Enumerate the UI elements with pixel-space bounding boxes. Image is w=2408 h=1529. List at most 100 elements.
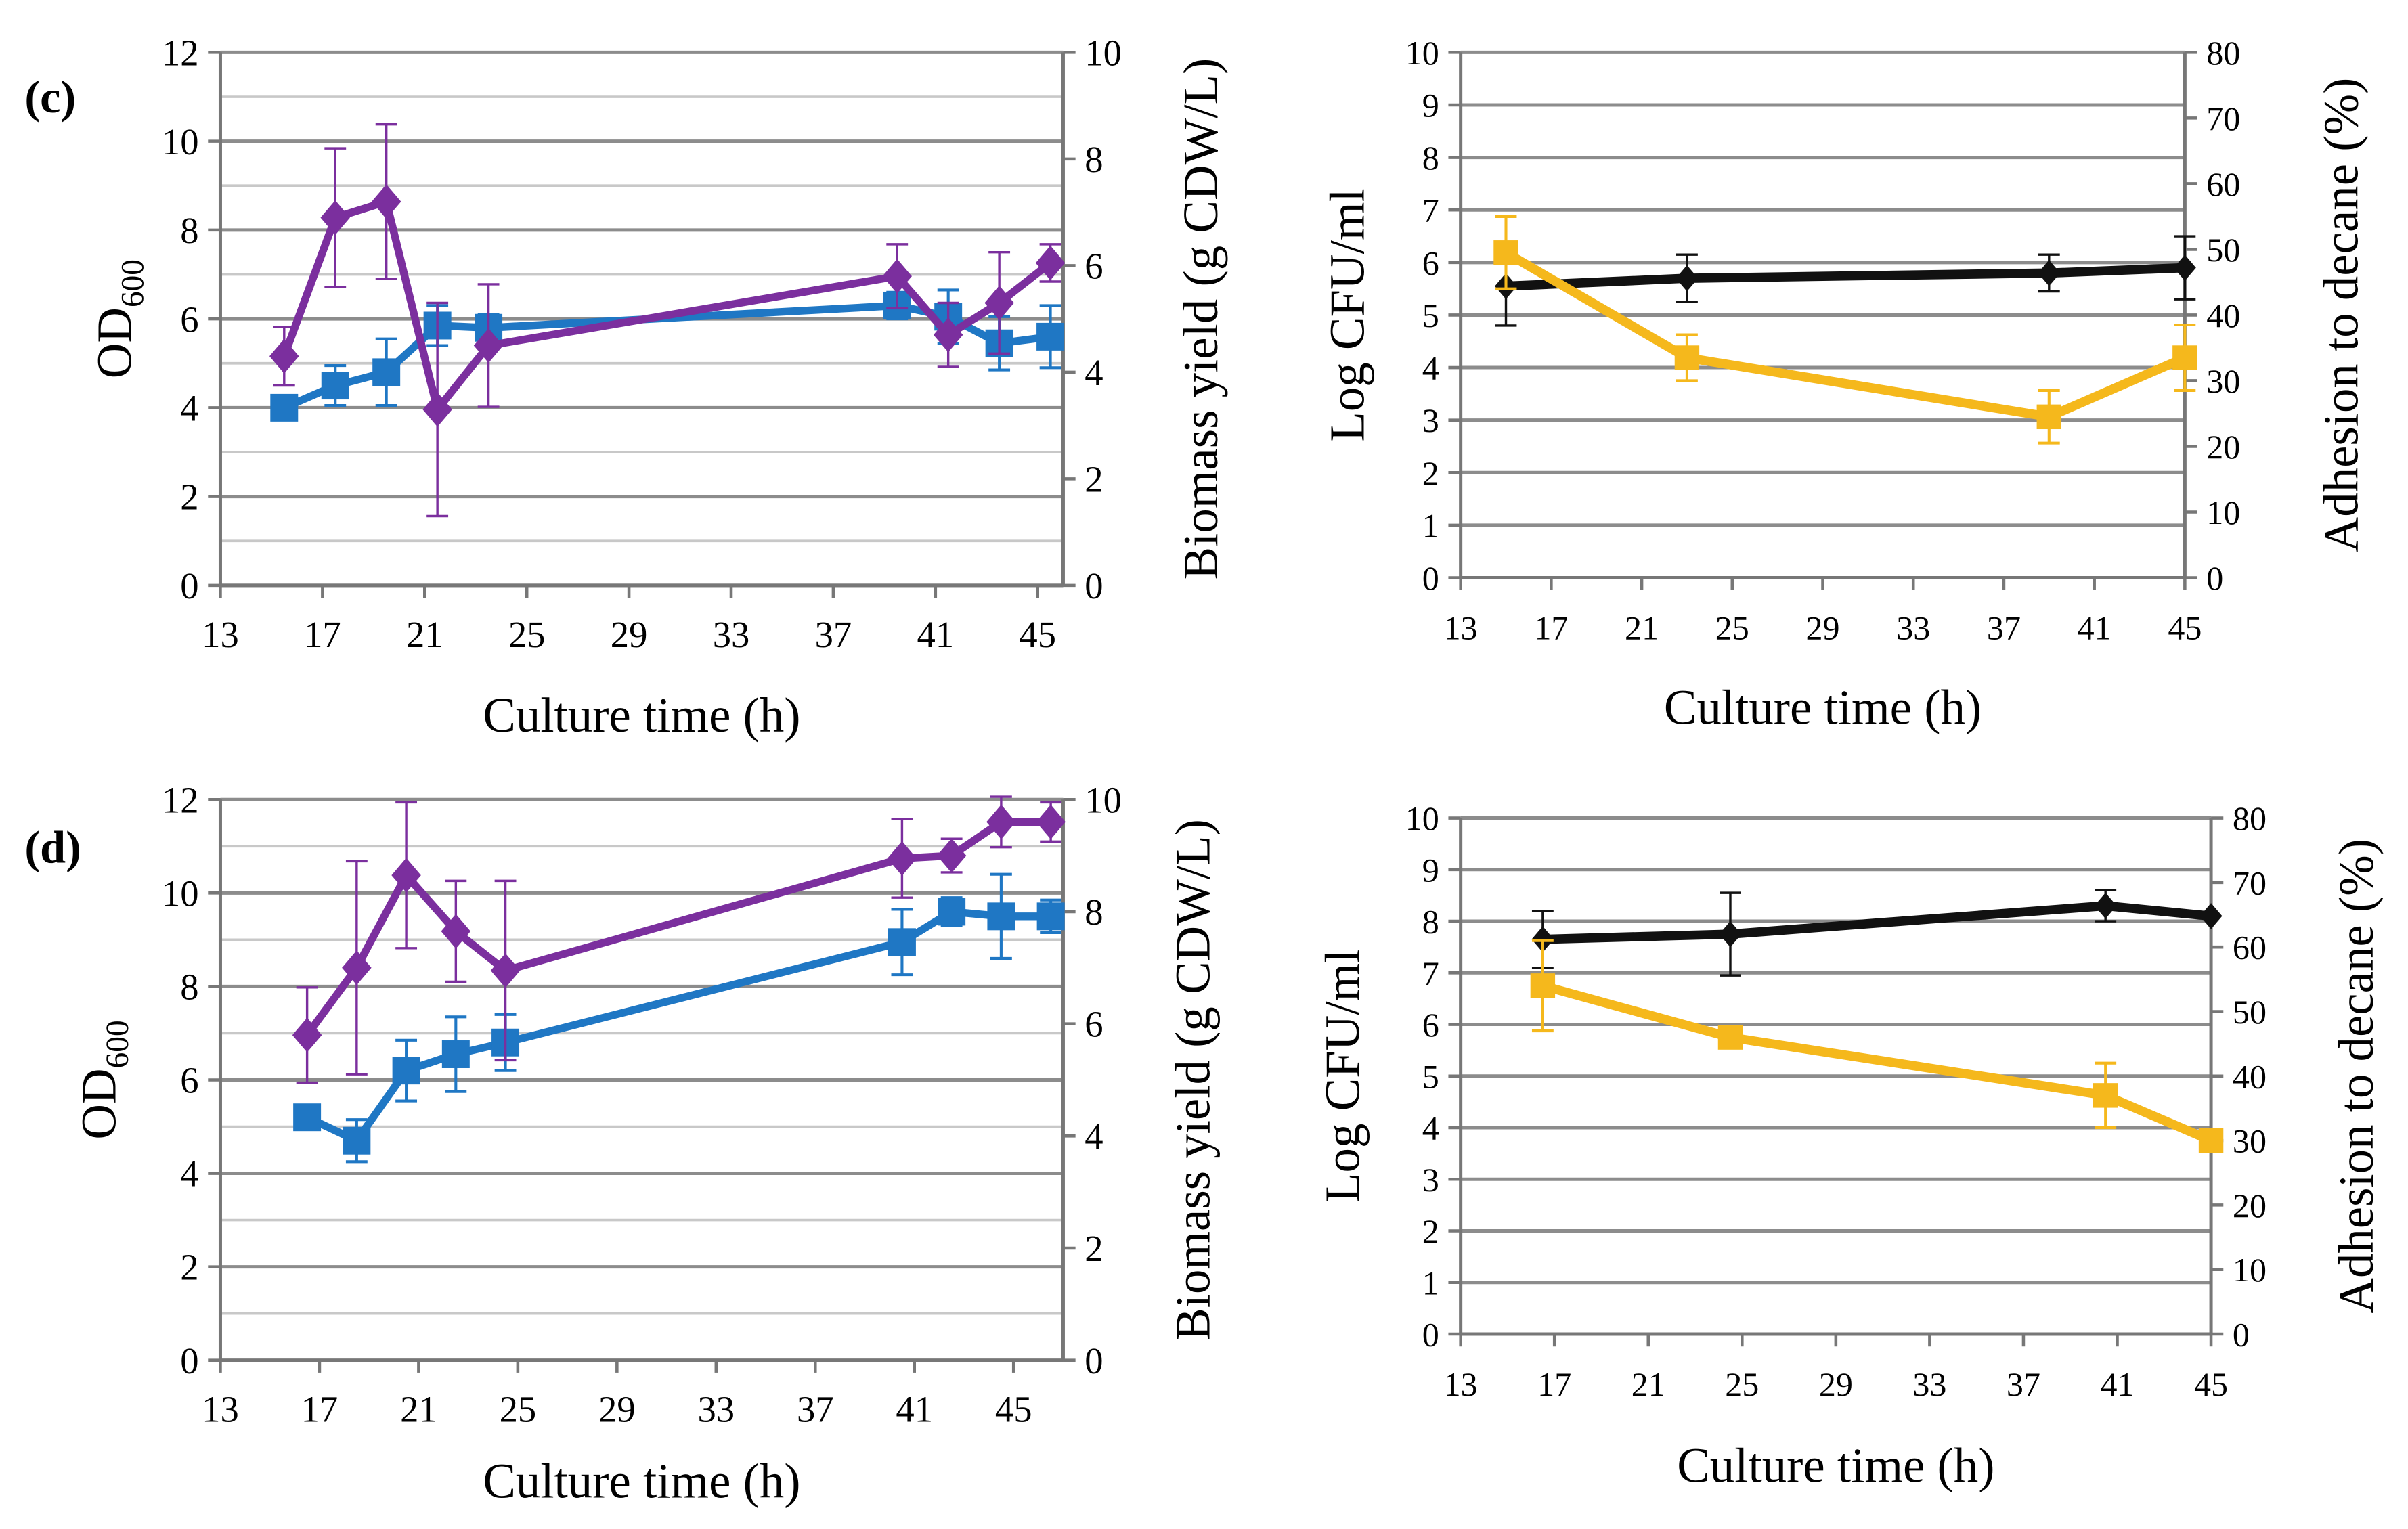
gridlines (1460, 816, 2212, 1336)
x-tick-label: 13 (1444, 1365, 1478, 1403)
y-tick-label: 7 (1422, 954, 1439, 992)
x-tick-label: 45 (2194, 1365, 2228, 1403)
data-point-diamond (2038, 260, 2061, 286)
y2-tick-label: 0 (1085, 565, 1103, 606)
x-tick-label: 45 (995, 1389, 1032, 1430)
y-tick-label: 10 (162, 121, 199, 162)
series-adhesion-to-decane (1493, 215, 2197, 445)
y2-tick-label: 8 (1085, 891, 1103, 933)
x-tick-label: 37 (815, 614, 852, 655)
x-tick-label: 13 (202, 1389, 239, 1430)
y2-tick-label: 80 (2233, 799, 2267, 837)
x-tick-label: 29 (598, 1389, 636, 1430)
x-tick-label: 21 (406, 614, 443, 655)
x-tick-label: 41 (2078, 609, 2111, 647)
data-point-diamond (473, 328, 504, 363)
data-point-square (372, 358, 401, 386)
x-tick-label: 37 (797, 1389, 834, 1430)
y-axis-title: Log CFU/ml (1315, 950, 1370, 1203)
y2-tick-label: 4 (1085, 1115, 1103, 1157)
data-point-diamond (2199, 903, 2223, 929)
x-tick-label: 17 (301, 1389, 338, 1430)
data-point-square (441, 1040, 470, 1068)
y2-axis-title: Biomass yield (g CDW/L) (1173, 58, 1228, 580)
y2-tick-label: 60 (2206, 165, 2240, 203)
data-point-diamond (1676, 265, 1699, 292)
x-tick-label: 33 (697, 1389, 735, 1430)
y-tick-label: 0 (180, 565, 198, 606)
x-tick-label: 45 (1019, 614, 1056, 655)
y2-tick-label: 50 (2233, 993, 2267, 1031)
y-axis-title-subscript: 600 (116, 259, 151, 307)
data-point-diamond (422, 392, 452, 427)
series-line (1541, 981, 2213, 1145)
y-tick-label: 10 (1405, 34, 1439, 72)
y-tick-label: 4 (1422, 349, 1439, 387)
data-point-diamond (936, 838, 967, 873)
series-biomass-yield (292, 795, 1066, 1084)
series-biomass-yield (269, 123, 1066, 518)
x-tick-label: 13 (202, 614, 239, 655)
y2-tick-label: 0 (2233, 1316, 2250, 1354)
series-line (1506, 263, 2185, 291)
data-point-diamond (986, 804, 1016, 839)
x-tick-label: 29 (1819, 1365, 1853, 1403)
y-tick-label: 2 (180, 477, 198, 518)
data-point-square (343, 1126, 371, 1155)
y2-tick-label: 8 (1085, 139, 1103, 180)
y-tick-label: 5 (1422, 1057, 1439, 1095)
series-od600 (270, 288, 1065, 422)
x-tick-label: 25 (508, 614, 546, 655)
series-line (1504, 248, 2187, 422)
data-point-square (321, 372, 349, 400)
x-tick-label: 21 (1632, 1365, 1665, 1403)
data-point-diamond (371, 184, 401, 219)
data-point-diamond (1036, 804, 1066, 839)
y-tick-label: 4 (180, 1153, 198, 1195)
series-line (305, 908, 1051, 1145)
y-tick-label: 7 (1422, 192, 1439, 229)
data-point-square (1674, 345, 1700, 370)
y-tick-label: 10 (162, 872, 199, 914)
data-point-diamond (342, 950, 372, 985)
y2-tick-label: 20 (2233, 1187, 2267, 1224)
y-tick-label: 12 (162, 779, 199, 820)
x-tick-label: 21 (1625, 609, 1659, 647)
data-point-square (1530, 973, 1556, 998)
x-axis-title: Culture time (h) (483, 1453, 800, 1508)
x-tick-label: 41 (2100, 1365, 2134, 1403)
y-tick-label: 3 (1422, 1161, 1439, 1199)
series-line (1542, 901, 2212, 944)
y-axis-title: OD600 (72, 1020, 135, 1139)
y-tick-label: 8 (180, 967, 198, 1008)
y2-tick-label: 6 (1085, 246, 1103, 287)
y-tick-label: 3 (1422, 401, 1439, 439)
data-point-diamond (984, 285, 1014, 321)
y2-tick-label: 10 (2233, 1251, 2267, 1289)
y-axis-title-main: OD (87, 307, 141, 378)
data-point-diamond (2173, 254, 2196, 281)
data-point-square (2036, 404, 2062, 430)
data-point-square (2093, 1083, 2118, 1108)
y2-tick-label: 0 (2206, 559, 2223, 597)
y-tick-label: 8 (1422, 903, 1439, 941)
gridlines (220, 797, 1064, 1362)
y2-tick-label: 30 (2233, 1122, 2267, 1160)
y2-tick-label: 4 (1085, 352, 1103, 393)
data-point-diamond (320, 200, 351, 236)
y-tick-label: 9 (1422, 87, 1439, 125)
y2-axis-title: Adhesion to decane (%) (2329, 839, 2384, 1314)
x-tick-label: 29 (611, 614, 648, 655)
y2-tick-label: 40 (2206, 296, 2240, 334)
y-tick-label: 1 (1422, 506, 1439, 544)
y-tick-label: 2 (180, 1247, 198, 1288)
y-tick-label: 4 (1422, 1109, 1439, 1147)
x-tick-label: 17 (1534, 609, 1568, 647)
x-tick-label: 25 (500, 1389, 537, 1430)
data-point-diamond (269, 338, 299, 374)
y-tick-label: 1 (1422, 1264, 1439, 1302)
x-axis-title: Culture time (h) (483, 688, 800, 743)
